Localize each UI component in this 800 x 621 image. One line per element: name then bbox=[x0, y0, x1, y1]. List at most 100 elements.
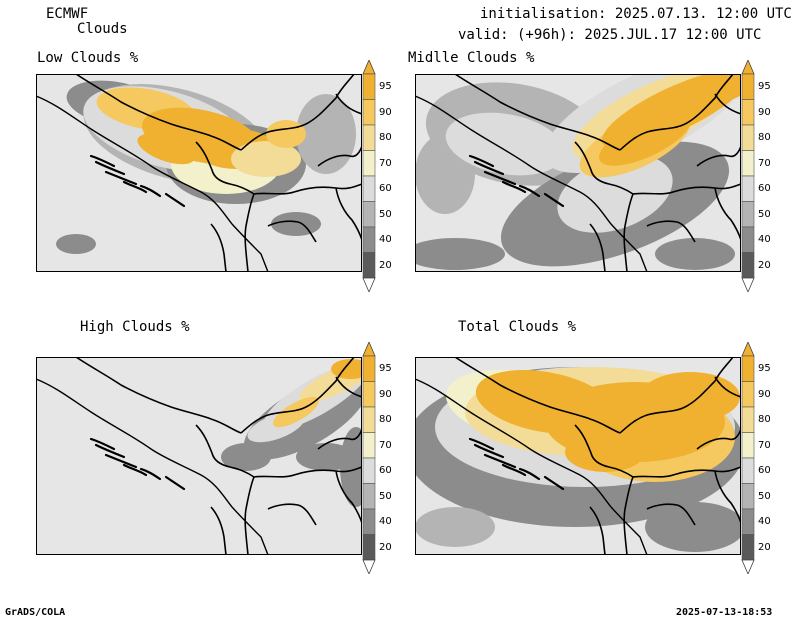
colorbar-label: 95 bbox=[758, 363, 771, 374]
colorbar-segment bbox=[741, 99, 755, 126]
colorbar-segment bbox=[741, 150, 755, 177]
map-frame bbox=[36, 74, 362, 272]
colorbar-label: 60 bbox=[758, 465, 771, 476]
colorbar-arrow-bottom bbox=[741, 277, 755, 292]
colorbar-label: 90 bbox=[379, 106, 392, 118]
colorbar-arrow-top bbox=[741, 60, 755, 75]
country-border bbox=[619, 74, 734, 151]
colorbar-segment bbox=[362, 534, 376, 561]
island bbox=[543, 192, 565, 208]
high-clouds-map bbox=[36, 357, 362, 555]
colorbar-label: 20 bbox=[758, 259, 771, 271]
colorbar-segment bbox=[362, 355, 376, 382]
colorbar-arrow-top bbox=[362, 342, 376, 357]
colorbar-segment bbox=[741, 432, 755, 459]
cloud-cover-area bbox=[296, 94, 356, 174]
country-border bbox=[714, 470, 741, 524]
cloud-cover-area bbox=[415, 238, 505, 270]
colorbar-high bbox=[362, 342, 376, 574]
cloud-cover-area bbox=[137, 133, 195, 165]
total-clouds-map bbox=[415, 357, 741, 555]
colorbar-segment bbox=[741, 381, 755, 408]
island bbox=[483, 170, 517, 186]
colorbar-low bbox=[362, 60, 376, 292]
colorbar-segment bbox=[741, 508, 755, 535]
cloud-cover-area bbox=[415, 507, 495, 547]
country-border bbox=[696, 145, 741, 167]
country-border bbox=[240, 74, 355, 151]
country-border bbox=[253, 466, 362, 478]
colorbar-label: 70 bbox=[379, 157, 392, 169]
island bbox=[501, 463, 527, 477]
low-clouds-map bbox=[36, 74, 362, 272]
cloud-cover-area bbox=[645, 502, 741, 552]
colorbar-segment bbox=[741, 534, 755, 561]
colorbar-segment bbox=[362, 226, 376, 253]
colorbar-segment bbox=[362, 252, 376, 279]
colorbar-label: 20 bbox=[379, 259, 392, 271]
cloud-cover-area bbox=[565, 432, 645, 472]
panel-title-total: Total Clouds % bbox=[458, 319, 577, 335]
footer-software: GrADS/COLA bbox=[5, 607, 66, 618]
cloud-cover-area bbox=[221, 443, 271, 471]
country-border bbox=[619, 357, 734, 434]
country-border bbox=[75, 357, 242, 434]
middle-clouds-map bbox=[415, 74, 741, 272]
island bbox=[94, 443, 126, 459]
colorbar-label: 80 bbox=[379, 414, 392, 425]
colorbar-total bbox=[741, 342, 755, 574]
colorbar-segment bbox=[741, 201, 755, 228]
colorbar-label: 95 bbox=[379, 81, 392, 92]
colorbar-segment bbox=[741, 355, 755, 382]
colorbar-label: 50 bbox=[379, 208, 392, 220]
country-border bbox=[589, 506, 606, 555]
product-name: Clouds bbox=[77, 21, 128, 37]
colorbar-label: 40 bbox=[758, 234, 771, 245]
colorbar-segment bbox=[741, 406, 755, 433]
island bbox=[139, 467, 162, 481]
cloud-cover-area bbox=[445, 112, 565, 176]
colorbar-arrow-top bbox=[741, 342, 755, 357]
colorbar-segment bbox=[741, 226, 755, 253]
colorbar-label: 50 bbox=[758, 208, 771, 220]
colorbar-segment bbox=[362, 175, 376, 202]
country-border bbox=[244, 476, 255, 555]
colorbar-arrow-bottom bbox=[362, 277, 376, 292]
country-border bbox=[240, 357, 355, 434]
colorbar-arrow-bottom bbox=[741, 559, 755, 574]
colorbar-label: 95 bbox=[379, 363, 392, 374]
country-border bbox=[335, 376, 362, 398]
coastline bbox=[36, 378, 269, 555]
island bbox=[164, 475, 186, 491]
country-border bbox=[696, 428, 741, 450]
cloud-cover-area bbox=[266, 120, 306, 148]
country-border bbox=[623, 476, 634, 555]
colorbar-label: 60 bbox=[379, 183, 392, 194]
country-border bbox=[75, 74, 242, 151]
colorbar-middle bbox=[741, 60, 755, 292]
panel-title-low: Low Clouds % bbox=[37, 50, 139, 66]
initialisation-time: initialisation: 2025.07.13. 12:00 UTC bbox=[480, 6, 792, 22]
colorbar-segment bbox=[362, 73, 376, 100]
colorbar-arrow-bottom bbox=[362, 559, 376, 574]
cloud-cover-area bbox=[599, 112, 691, 166]
country-border bbox=[317, 428, 362, 450]
cloud-cover-area bbox=[231, 141, 301, 177]
country-border bbox=[714, 93, 741, 115]
country-border bbox=[632, 466, 741, 478]
colorbar-segment bbox=[741, 175, 755, 202]
island bbox=[518, 184, 541, 198]
cloud-cover-area bbox=[56, 234, 96, 254]
country-border bbox=[589, 223, 606, 272]
colorbar-segment bbox=[741, 457, 755, 484]
panel-title-high: High Clouds % bbox=[80, 319, 190, 335]
island bbox=[89, 154, 116, 168]
country-border bbox=[335, 187, 362, 241]
island bbox=[139, 184, 162, 198]
colorbar-label: 50 bbox=[379, 490, 392, 502]
colorbar-label: 40 bbox=[379, 234, 392, 245]
cloud-cover-area bbox=[640, 372, 740, 422]
colorbar-segment bbox=[741, 73, 755, 100]
model-name: ECMWF bbox=[46, 6, 89, 22]
island bbox=[468, 437, 495, 451]
